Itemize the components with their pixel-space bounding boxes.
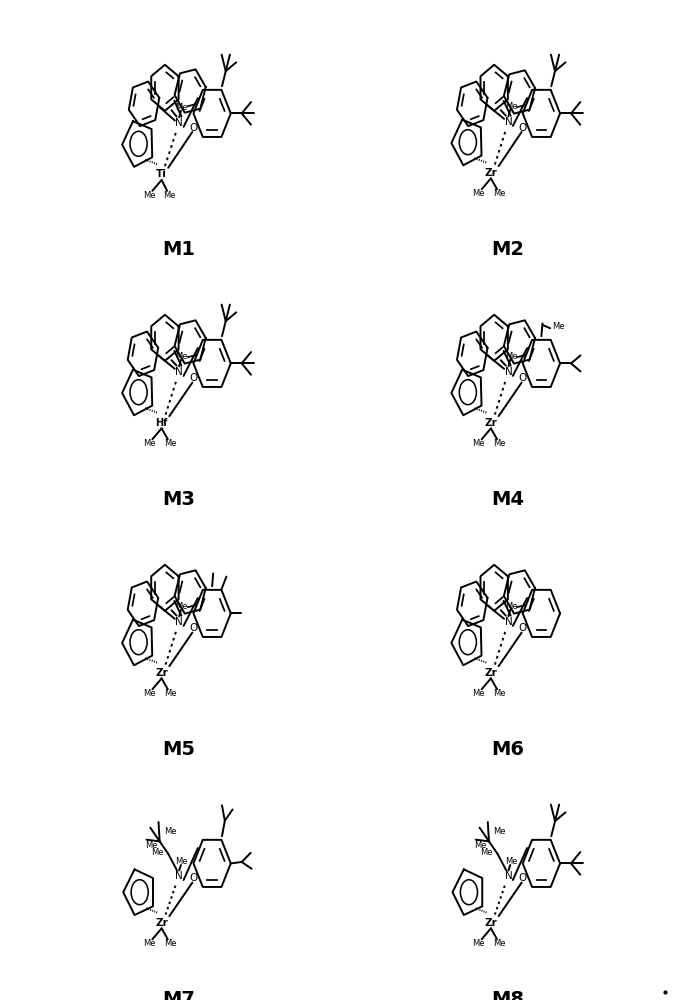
Text: Me: Me <box>505 102 517 111</box>
Text: Me: Me <box>505 602 517 611</box>
Text: N: N <box>176 118 183 128</box>
Text: Zr: Zr <box>155 668 168 678</box>
Text: Me: Me <box>493 827 506 836</box>
Text: O: O <box>189 873 198 883</box>
Text: Me: Me <box>143 439 156 448</box>
Text: M4: M4 <box>491 490 524 509</box>
Text: Hf: Hf <box>156 418 168 428</box>
Text: Zr: Zr <box>484 418 497 428</box>
Text: Me: Me <box>474 841 486 850</box>
Text: Zr: Zr <box>484 668 497 678</box>
Text: Me: Me <box>493 439 506 448</box>
Text: Me: Me <box>505 352 517 361</box>
Text: N: N <box>176 367 183 377</box>
Text: M6: M6 <box>491 740 524 759</box>
Text: O: O <box>519 373 527 383</box>
Text: O: O <box>519 873 527 883</box>
Text: Me: Me <box>176 352 188 361</box>
Text: N: N <box>176 617 183 627</box>
Text: Me: Me <box>493 689 506 698</box>
Text: M7: M7 <box>162 990 195 1000</box>
Text: Me: Me <box>552 322 565 331</box>
Text: Me: Me <box>505 857 517 866</box>
Text: M1: M1 <box>162 240 195 259</box>
Text: N: N <box>505 617 512 627</box>
Text: Me: Me <box>164 939 177 948</box>
Text: Zr: Zr <box>484 168 497 178</box>
Text: M3: M3 <box>162 490 195 509</box>
Text: N: N <box>505 871 512 881</box>
Text: Me: Me <box>143 939 156 948</box>
Text: Me: Me <box>473 189 485 198</box>
Text: Me: Me <box>473 939 485 948</box>
Text: Me: Me <box>481 848 493 857</box>
Text: Me: Me <box>176 602 188 611</box>
Text: M8: M8 <box>491 990 524 1000</box>
Text: O: O <box>519 123 527 133</box>
Text: Me: Me <box>143 191 156 200</box>
Text: O: O <box>189 123 198 133</box>
Text: M2: M2 <box>491 240 524 259</box>
Text: Me: Me <box>176 103 188 111</box>
Text: Me: Me <box>164 827 177 836</box>
Text: Ti: Ti <box>156 169 167 179</box>
Text: Me: Me <box>473 439 485 448</box>
Text: N: N <box>176 871 183 881</box>
Text: Me: Me <box>163 191 176 200</box>
Text: O: O <box>519 623 527 633</box>
Text: Zr: Zr <box>484 918 497 928</box>
Text: N: N <box>505 367 512 377</box>
Text: Me: Me <box>143 689 156 698</box>
Text: Me: Me <box>473 689 485 698</box>
Text: Me: Me <box>152 848 164 857</box>
Text: Me: Me <box>164 689 177 698</box>
Text: Zr: Zr <box>155 918 168 928</box>
Text: M5: M5 <box>162 740 195 759</box>
Text: N: N <box>505 117 512 127</box>
Text: Me: Me <box>493 939 506 948</box>
Text: O: O <box>189 373 198 383</box>
Text: Me: Me <box>176 857 188 866</box>
Text: Me: Me <box>493 189 506 198</box>
Text: Me: Me <box>164 439 177 448</box>
Text: O: O <box>189 623 198 633</box>
Text: Me: Me <box>145 841 157 850</box>
